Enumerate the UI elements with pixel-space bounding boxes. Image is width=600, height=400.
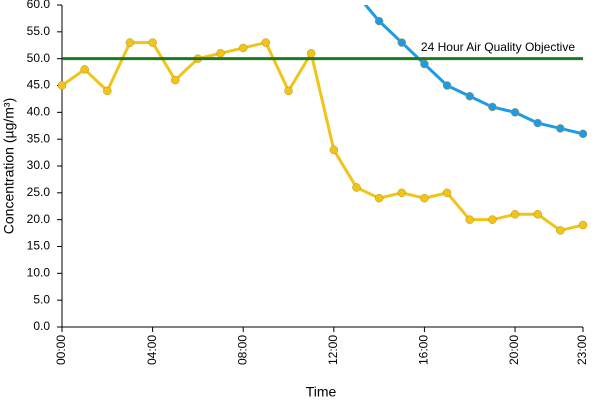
x-axis-title: Time [306, 384, 337, 400]
point [306, 49, 316, 58]
series-line [61, 40, 584, 233]
point [397, 38, 407, 47]
series-line [363, 5, 584, 136]
point [442, 188, 452, 198]
point [420, 193, 429, 203]
point [238, 43, 248, 53]
point [442, 81, 452, 90]
point [171, 75, 180, 85]
x-tick-label: 16:00 [417, 335, 431, 365]
point [216, 49, 225, 58]
point [533, 210, 542, 219]
point [510, 210, 520, 219]
y-axis-title: Concentration (µg/m³) [1, 98, 17, 234]
x-tick-label: 20:00 [507, 335, 521, 365]
point [57, 81, 67, 90]
point [103, 86, 112, 96]
point [148, 38, 157, 47]
point [578, 220, 588, 230]
y-tick-label: 50.0 [27, 51, 51, 65]
x-tick-label: 00:00 [54, 335, 68, 365]
x-tick-label: 04:00 [145, 335, 159, 365]
point [488, 102, 497, 112]
point [465, 215, 474, 224]
y-tick-label: 20.0 [27, 212, 51, 226]
point [125, 38, 135, 47]
y-tick-label: 45.0 [27, 78, 51, 92]
point [261, 38, 271, 47]
y-tick-label: 0.0 [33, 319, 50, 333]
point [488, 215, 497, 224]
point [556, 226, 565, 235]
y-tick-label: 40.0 [27, 105, 51, 119]
point [556, 124, 565, 133]
point [533, 118, 542, 128]
y-tick-label: 60.0 [27, 0, 51, 11]
point [465, 91, 474, 101]
y-tick-label: 55.0 [27, 24, 51, 38]
point [80, 65, 89, 74]
point [374, 16, 384, 26]
point [578, 129, 588, 139]
y-tick-label: 15.0 [27, 239, 51, 253]
y-tick-label: 25.0 [27, 185, 51, 199]
x-tick-label: 08:00 [235, 335, 249, 365]
point [420, 59, 429, 69]
point [374, 193, 384, 203]
point [510, 108, 520, 117]
point [397, 188, 407, 198]
point [352, 183, 361, 192]
plot-area [57, 5, 588, 235]
objective-label: 24 Hour Air Quality Objective [421, 40, 575, 54]
point [284, 86, 293, 96]
x-tick-label: 12:00 [326, 335, 340, 365]
y-tick-label: 35.0 [27, 131, 51, 145]
point [329, 145, 339, 155]
y-tick-label: 30.0 [27, 158, 51, 172]
y-tick-label: 5.0 [33, 292, 50, 306]
y-tick-label: 10.0 [27, 266, 51, 280]
x-tick-label: 23:00 [575, 335, 589, 365]
